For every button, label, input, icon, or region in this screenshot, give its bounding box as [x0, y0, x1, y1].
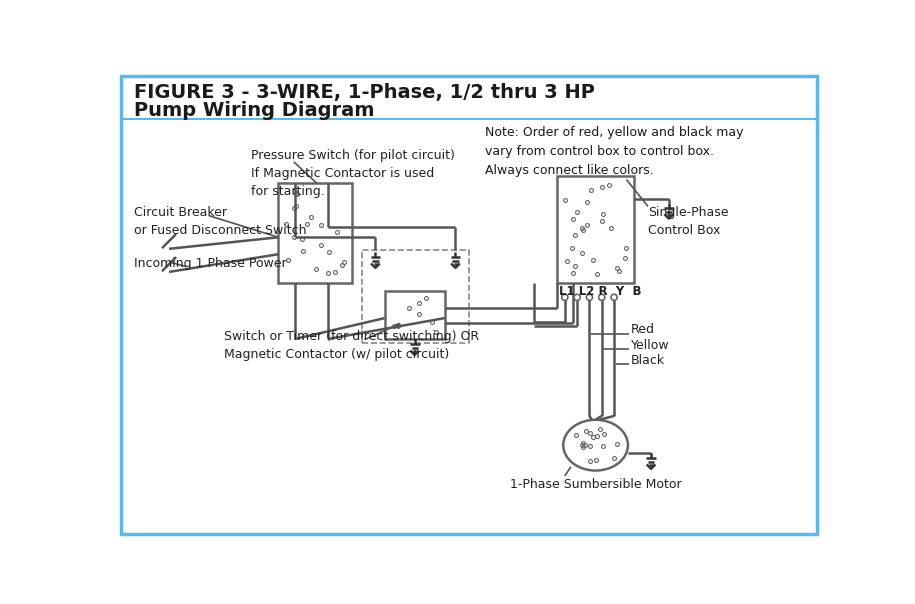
- FancyBboxPatch shape: [121, 76, 817, 534]
- Ellipse shape: [564, 420, 628, 471]
- Text: Yellow: Yellow: [631, 339, 670, 352]
- Text: 1-Phase Sumbersible Motor: 1-Phase Sumbersible Motor: [510, 478, 682, 490]
- Bar: [557, 176, 634, 283]
- Text: L1 L2 R  Y  B: L1 L2 R Y B: [559, 285, 641, 298]
- Text: Switch or Timer (for direct switching) OR
Magnetic Contactor (w/ pilot circuit): Switch or Timer (for direct switching) O…: [224, 330, 479, 361]
- Circle shape: [611, 294, 617, 300]
- Text: Single-Phase
Control Box: Single-Phase Control Box: [648, 207, 728, 237]
- Text: Circuit Breaker
or Fused Disconnect Switch: Circuit Breaker or Fused Disconnect Swit…: [134, 207, 307, 237]
- Circle shape: [574, 294, 580, 300]
- Text: FIGURE 3 - 3-WIRE, 1-Phase, 1/2 thru 3 HP: FIGURE 3 - 3-WIRE, 1-Phase, 1/2 thru 3 H…: [134, 83, 595, 102]
- Text: Note: Order of red, yellow and black may
vary from control box to control box.
A: Note: Order of red, yellow and black may…: [485, 126, 743, 176]
- Bar: [361, 250, 469, 342]
- Text: Incoming 1 Phase Power: Incoming 1 Phase Power: [134, 257, 286, 269]
- Text: Pump Wiring Diagram: Pump Wiring Diagram: [134, 101, 374, 120]
- Circle shape: [587, 294, 593, 300]
- Circle shape: [562, 294, 568, 300]
- Text: Red: Red: [631, 323, 655, 336]
- Bar: [384, 291, 445, 339]
- Text: Pressure Switch (for pilot circuit)
If Magnetic Contactor is used
for starting.: Pressure Switch (for pilot circuit) If M…: [252, 149, 456, 198]
- Text: Black: Black: [631, 354, 665, 367]
- Bar: [278, 184, 351, 283]
- Circle shape: [598, 294, 605, 300]
